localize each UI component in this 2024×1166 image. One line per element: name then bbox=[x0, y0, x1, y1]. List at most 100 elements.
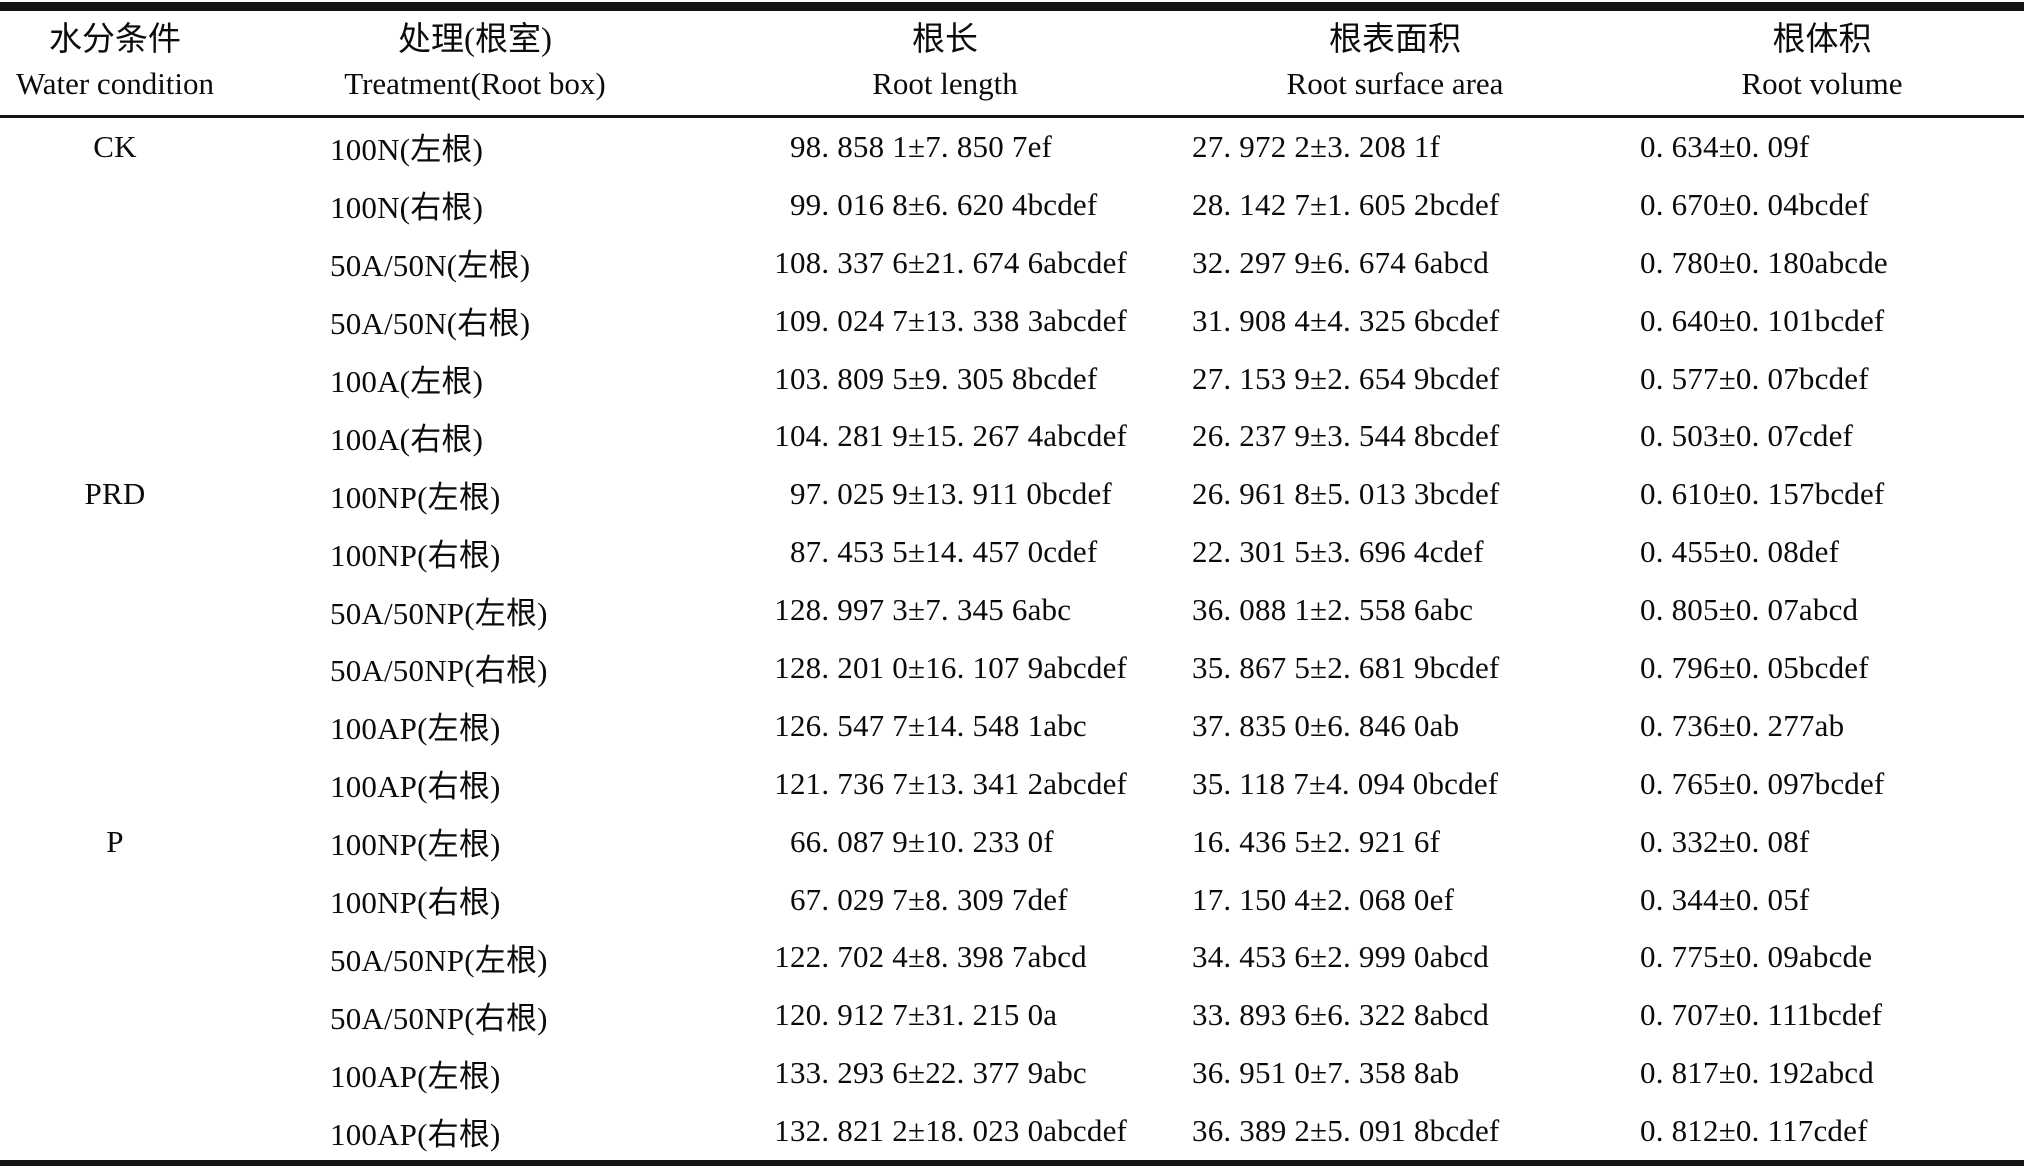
water-condition-cell bbox=[0, 407, 230, 465]
root-length-mean: 128. 997 3 bbox=[774, 592, 908, 628]
root-volume-cell: 0. 707±0. 111bcdef bbox=[1640, 997, 1883, 1033]
treatment-cell: 50A/50N(右根) bbox=[330, 306, 531, 342]
root-length-cell: 109. 024 7±13. 338 3abcdef bbox=[720, 292, 1170, 350]
table-row: 50A/50N(右根) 109. 024 7±13. 338 3abcdef 31.… bbox=[0, 292, 2024, 350]
plus-minus-sign: ± bbox=[908, 1055, 926, 1091]
root-length-sd: 7. 345 6abc bbox=[925, 592, 1072, 628]
col-header-treatment: 处理(根室) Treatment(Root box) bbox=[230, 6, 720, 118]
root-length-sd: 8. 398 7abcd bbox=[925, 939, 1087, 975]
plus-minus-sign: ± bbox=[908, 534, 926, 570]
treatment-cell: 100NP(右根) bbox=[330, 885, 501, 921]
col-header-root-surface-area-en: Root surface area bbox=[1286, 66, 1504, 101]
root-length-sd: 9. 305 8bcdef bbox=[925, 360, 1098, 396]
root-length-cell: 67. 029 7±8. 309 7def bbox=[720, 871, 1170, 929]
root-length-sd: 22. 377 9abc bbox=[925, 1055, 1087, 1091]
treatment-cell: 100AP(左根) bbox=[330, 711, 501, 747]
table-row: 100AP(右根) 132. 821 2±18. 023 0abcdef 36. 3… bbox=[0, 1102, 2024, 1163]
col-header-water-condition: 水分条件 Water condition bbox=[0, 6, 230, 118]
root-volume-cell: 0. 577±0. 07bcdef bbox=[1640, 360, 1869, 396]
treatment-cell: 50A/50NP(右根) bbox=[330, 1000, 548, 1036]
root-length-sd: 6. 620 4bcdef bbox=[925, 186, 1098, 222]
table-row: 100NP(右根) 67. 029 7±8. 309 7def 17. 150 4±… bbox=[0, 871, 2024, 929]
root-length-mean: 87. 453 5 bbox=[789, 534, 908, 570]
water-condition-cell bbox=[0, 639, 230, 697]
col-header-root-length: 根长 Root length bbox=[720, 6, 1170, 118]
root-length-mean: 97. 025 9 bbox=[789, 476, 908, 512]
plus-minus-sign: ± bbox=[908, 823, 926, 859]
plus-minus-sign: ± bbox=[908, 418, 926, 454]
water-condition-cell bbox=[0, 234, 230, 292]
root-surface-area-cell: 16. 436 5±2. 921 6f bbox=[1192, 823, 1441, 859]
treatment-cell: 100NP(左根) bbox=[330, 479, 501, 515]
root-length-sd: 8. 309 7def bbox=[925, 881, 1068, 917]
treatment-cell: 50A/50N(左根) bbox=[330, 248, 531, 284]
treatment-cell: 100A(右根) bbox=[330, 421, 484, 457]
root-surface-area-cell: 22. 301 5±3. 696 4cdef bbox=[1192, 534, 1484, 570]
treatment-cell: 100N(右根) bbox=[330, 190, 484, 226]
table-row: 50A/50NP(左根) 128. 997 3±7. 345 6abc 36. 08… bbox=[0, 581, 2024, 639]
root-length-sd: 10. 233 0f bbox=[925, 823, 1054, 859]
root-length-mean: 109. 024 7 bbox=[774, 302, 908, 338]
col-header-water-condition-zh: 水分条件 bbox=[49, 22, 181, 58]
table-row: 50A/50NP(右根) 120. 912 7±31. 215 0a 33. 893… bbox=[0, 986, 2024, 1044]
root-length-mean: 128. 201 0 bbox=[774, 649, 908, 685]
table-header: 水分条件 Water condition 处理(根室) Treatment(Ro… bbox=[0, 6, 2024, 118]
root-length-mean: 132. 821 2 bbox=[774, 1113, 908, 1149]
root-surface-area-cell: 27. 972 2±3. 208 1f bbox=[1192, 128, 1441, 164]
root-length-cell: 108. 337 6±21. 674 6abcdef bbox=[720, 234, 1170, 292]
plus-minus-sign: ± bbox=[908, 302, 926, 338]
treatment-cell: 100N(左根) bbox=[330, 132, 484, 168]
root-surface-area-cell: 36. 951 0±7. 358 8ab bbox=[1192, 1055, 1460, 1091]
table-row: 100A(左根) 103. 809 5±9. 305 8bcdef 27. 153 … bbox=[0, 350, 2024, 408]
col-header-root-length-en: Root length bbox=[872, 66, 1018, 101]
col-header-treatment-en: Treatment(Root box) bbox=[344, 66, 606, 101]
root-length-cell: 133. 293 6±22. 377 9abc bbox=[720, 1044, 1170, 1102]
root-volume-cell: 0. 765±0. 097bcdef bbox=[1640, 765, 1885, 801]
root-volume-cell: 0. 455±0. 08def bbox=[1640, 534, 1840, 570]
table-row: 100AP(右根) 121. 736 7±13. 341 2abcdef 35. 1… bbox=[0, 755, 2024, 813]
root-surface-area-cell: 36. 088 1±2. 558 6abc bbox=[1192, 592, 1474, 628]
root-surface-area-cell: 28. 142 7±1. 605 2bcdef bbox=[1192, 186, 1500, 222]
root-length-sd: 16. 107 9abcdef bbox=[925, 649, 1128, 685]
root-length-mean: 121. 736 7 bbox=[774, 765, 908, 801]
root-length-cell: 128. 997 3±7. 345 6abc bbox=[720, 581, 1170, 639]
plus-minus-sign: ± bbox=[908, 592, 926, 628]
plus-minus-sign: ± bbox=[908, 244, 926, 280]
root-volume-cell: 0. 775±0. 09abcde bbox=[1640, 939, 1873, 975]
plus-minus-sign: ± bbox=[908, 765, 926, 801]
treatment-cell: 100A(左根) bbox=[330, 364, 484, 399]
table-row: 100N(右根) 99. 016 8±6. 620 4bcdef 28. 142 7… bbox=[0, 176, 2024, 234]
root-surface-area-cell: 36. 389 2±5. 091 8bcdef bbox=[1192, 1113, 1500, 1149]
root-length-sd: 14. 457 0cdef bbox=[925, 534, 1098, 570]
root-length-sd: 18. 023 0abcdef bbox=[925, 1113, 1128, 1149]
table-row: 50A/50NP(左根) 122. 702 4±8. 398 7abcd 34. 4… bbox=[0, 928, 2024, 986]
root-length-mean: 120. 912 7 bbox=[774, 997, 908, 1033]
water-condition-cell bbox=[0, 871, 230, 929]
table-row: PRD 100NP(左根) 97. 025 9±13. 911 0bcdef 26. … bbox=[0, 465, 2024, 523]
root-length-cell: 98. 858 1±7. 850 7ef bbox=[720, 117, 1170, 176]
root-length-mean: 67. 029 7 bbox=[789, 881, 908, 917]
plus-minus-sign: ± bbox=[908, 707, 926, 743]
root-surface-area-cell: 26. 961 8±5. 013 3bcdef bbox=[1192, 476, 1500, 512]
plus-minus-sign: ± bbox=[908, 997, 926, 1033]
root-volume-cell: 0. 332±0. 08f bbox=[1640, 823, 1810, 859]
table-row: P 100NP(左根) 66. 087 9±10. 233 0f 16. 436 5±… bbox=[0, 813, 2024, 871]
root-length-mean: 99. 016 8 bbox=[789, 186, 908, 222]
table-body: CK 100N(左根) 98. 858 1±7. 850 7ef 27. 972 2±… bbox=[0, 117, 2024, 1164]
plus-minus-sign: ± bbox=[908, 649, 926, 685]
root-surface-area-cell: 32. 297 9±6. 674 6abcd bbox=[1192, 244, 1489, 280]
col-header-treatment-zh: 处理(根室) bbox=[398, 22, 552, 58]
root-length-mean: 133. 293 6 bbox=[774, 1055, 908, 1091]
treatment-cell: 50A/50NP(左根) bbox=[330, 595, 548, 631]
water-condition-cell bbox=[0, 350, 230, 408]
root-volume-cell: 0. 610±0. 157bcdef bbox=[1640, 476, 1885, 512]
water-condition-cell bbox=[0, 755, 230, 813]
root-length-mean: 103. 809 5 bbox=[774, 360, 908, 396]
treatment-cell: 100NP(左根) bbox=[330, 827, 501, 863]
header-row: 水分条件 Water condition 处理(根室) Treatment(Ro… bbox=[0, 6, 2024, 118]
root-length-sd: 13. 341 2abcdef bbox=[925, 765, 1128, 801]
root-length-mean: 108. 337 6 bbox=[774, 244, 908, 280]
treatment-cell: 50A/50NP(右根) bbox=[330, 653, 548, 689]
root-length-sd: 21. 674 6abcdef bbox=[925, 244, 1128, 280]
